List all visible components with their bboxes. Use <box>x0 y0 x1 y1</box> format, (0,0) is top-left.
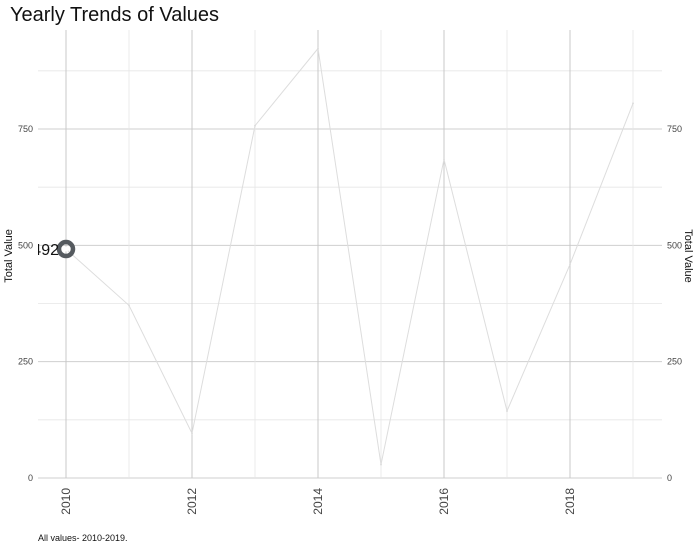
x-tick-label: 2010 <box>59 488 73 515</box>
data-point <box>443 158 445 161</box>
data-point <box>191 432 193 435</box>
series-line <box>65 47 634 465</box>
highlight-marker <box>56 239 76 259</box>
data-point <box>506 409 508 412</box>
chart-caption: All values- 2010-2019. <box>38 533 128 543</box>
highlight-point: 492 <box>32 239 76 259</box>
data-point <box>632 102 634 105</box>
x-tick-label: 2014 <box>311 488 325 515</box>
data-point <box>254 124 256 127</box>
y-axis-left: 0 250 500 750 <box>18 124 33 483</box>
y-tick-label-left: 500 <box>18 240 33 250</box>
data-point <box>569 263 571 266</box>
grid <box>38 30 662 479</box>
y-tick-label-right: 500 <box>667 240 682 250</box>
y-tick-label-right: 250 <box>667 357 682 367</box>
x-axis: 2010 2012 2014 2016 2018 <box>59 488 577 515</box>
data-point <box>380 463 382 466</box>
y-tick-label-left: 250 <box>18 357 33 367</box>
highlight-marker-center <box>63 246 69 252</box>
x-tick-label: 2012 <box>185 488 199 515</box>
y-axis-right: 0 250 500 750 <box>667 124 682 483</box>
y-axis-label-right: Total Value <box>682 229 694 283</box>
y-tick-label-left: 0 <box>28 473 33 483</box>
data-point <box>128 304 130 307</box>
x-tick-label: 2016 <box>437 488 451 515</box>
y-axis-label-left: Total Value <box>3 229 15 283</box>
y-tick-label-right: 750 <box>667 124 682 134</box>
y-tick-label-left: 750 <box>18 124 33 134</box>
highlight-value-label: 492 <box>32 242 59 259</box>
data-point <box>317 47 319 50</box>
y-tick-label-right: 0 <box>667 473 672 483</box>
x-tick-label: 2018 <box>563 488 577 515</box>
chart-title: Yearly Trends of Values <box>10 4 219 26</box>
